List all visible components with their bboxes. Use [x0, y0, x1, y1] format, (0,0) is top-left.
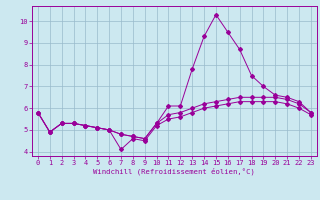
X-axis label: Windchill (Refroidissement éolien,°C): Windchill (Refroidissement éolien,°C) — [93, 168, 255, 175]
